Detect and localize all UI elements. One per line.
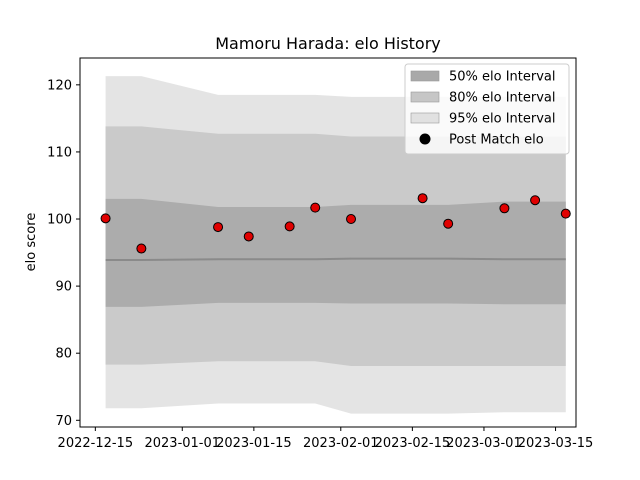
legend: 50% elo Interval 80% elo Interval 95% elo … — [404, 63, 570, 155]
legend-swatch — [410, 70, 440, 82]
y-tick-label: 100 — [47, 213, 72, 228]
legend-marker — [419, 133, 431, 145]
data-point — [100, 213, 111, 224]
data-point — [560, 208, 571, 219]
y-axis-label: elo score — [24, 213, 39, 272]
data-point — [443, 218, 454, 229]
y-tick-label: 90 — [55, 280, 72, 295]
chart-title: Mamoru Harada: elo History — [215, 34, 441, 53]
mean-line-group — [105, 257, 566, 261]
post-match-points — [100, 193, 571, 254]
legend-swatch — [410, 112, 440, 124]
x-tick-label: 2023-02-15 — [375, 436, 451, 451]
data-point — [499, 203, 510, 214]
x-tick-label: 2023-01-01 — [144, 436, 220, 451]
data-point — [284, 221, 295, 232]
x-tick-label: 2023-01-15 — [216, 436, 292, 451]
data-point — [310, 202, 321, 213]
x-tick-label: 2023-03-01 — [446, 436, 522, 451]
y-tick-label: 80 — [55, 347, 72, 362]
y-tick-label: 120 — [47, 78, 72, 93]
data-point — [213, 222, 224, 233]
band-50-elo-interval — [105, 198, 566, 307]
legend-swatch — [410, 91, 440, 103]
x-tick-label: 2022-12-15 — [58, 436, 134, 451]
legend-label: 95% elo Interval — [449, 112, 556, 127]
legend-label: 50% elo Interval — [449, 70, 556, 85]
y-tick-label: 110 — [47, 145, 72, 160]
data-point — [417, 193, 428, 204]
interval-bands — [105, 76, 566, 414]
y-axis: 70 80 90 100 110 120 — [47, 78, 80, 429]
data-point — [136, 243, 147, 254]
legend-label: Post Match elo — [449, 133, 544, 148]
x-tick-label: 2023-02-01 — [303, 436, 379, 451]
legend-label: 80% elo Interval — [449, 91, 556, 106]
mean-line — [105, 257, 566, 261]
x-tick-label: 2023-03-15 — [518, 436, 594, 451]
data-point — [243, 231, 254, 242]
y-tick-label: 70 — [55, 414, 72, 429]
plot-frame — [79, 57, 577, 428]
data-point — [530, 195, 541, 206]
data-point — [346, 214, 357, 225]
legend-box — [404, 63, 570, 155]
